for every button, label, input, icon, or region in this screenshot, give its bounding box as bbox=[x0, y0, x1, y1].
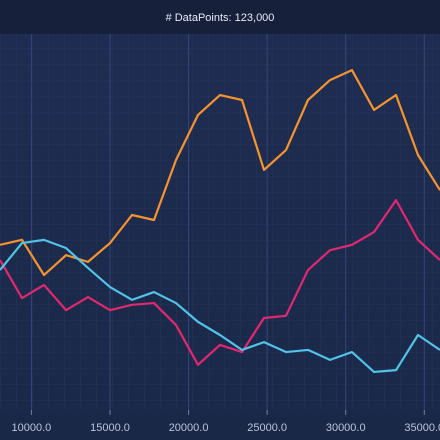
x-tick-label: 35000.0 bbox=[404, 422, 440, 434]
x-tick-label: 10000.0 bbox=[12, 422, 52, 434]
minor-grid bbox=[0, 32, 440, 410]
series-line bbox=[0, 199, 440, 366]
series-line bbox=[0, 238, 440, 374]
x-tick-label: 30000.0 bbox=[326, 422, 366, 434]
x-axis: 10000.0 15000.0 20000.0 25000.0 30000.0 35000… bbox=[12, 410, 440, 434]
x-tick-label: 25000.0 bbox=[247, 422, 287, 434]
grid bbox=[30, 32, 425, 410]
series-line bbox=[0, 69, 440, 277]
chart-title: # DataPoints: 123,000 bbox=[166, 12, 275, 24]
title-bar bbox=[0, 0, 440, 34]
x-tick-label: 15000.0 bbox=[90, 422, 130, 434]
x-tick-label: 20000.0 bbox=[169, 422, 209, 434]
series-group bbox=[0, 69, 440, 374]
